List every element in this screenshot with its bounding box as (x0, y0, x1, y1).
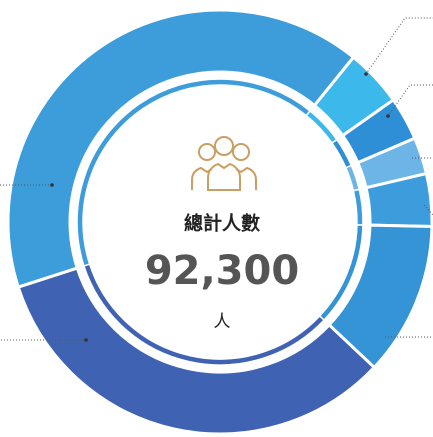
slice (16, 266, 377, 436)
unit: 人 (214, 312, 231, 332)
leader-lines (0, 17, 433, 342)
inner-ring-slice (76, 78, 312, 267)
total: 92,300 (145, 248, 299, 294)
people-icon (191, 136, 257, 191)
center-disc (84, 86, 356, 358)
slice (6, 8, 356, 289)
center-title: 總計人數 (184, 212, 260, 235)
donut (6, 8, 433, 436)
